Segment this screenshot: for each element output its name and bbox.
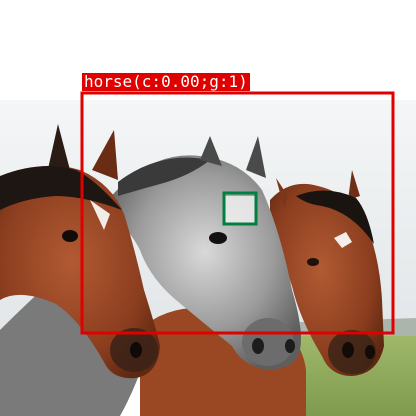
roi-box [222,191,258,226]
horse-right [270,170,384,376]
detection-box [80,91,395,335]
horse-left [0,124,160,379]
detection-label: horse(c:0.00;g:1) [82,72,250,91]
